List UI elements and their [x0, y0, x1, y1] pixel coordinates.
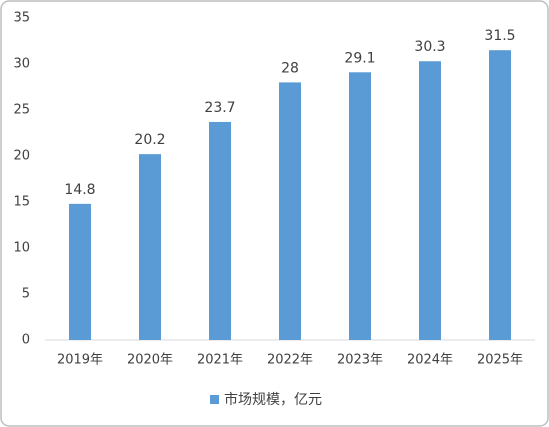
- bar: [349, 72, 371, 340]
- x-tick-label: 2019年: [57, 353, 103, 368]
- bar: [279, 82, 301, 341]
- bar: [69, 203, 91, 340]
- y-tick-label: 20: [13, 149, 30, 164]
- x-tick-label: 2023年: [337, 353, 383, 368]
- data-label: 29.1: [344, 50, 375, 66]
- bar: [209, 121, 231, 341]
- y-tick-label: 35: [13, 11, 30, 26]
- x-tick-label: 2024年: [407, 353, 453, 368]
- legend-swatch: [210, 395, 219, 404]
- x-tick-label: 2022年: [267, 353, 313, 368]
- data-label: 31.5: [484, 28, 515, 44]
- y-tick-label: 5: [22, 287, 30, 302]
- y-tick-label: 15: [13, 195, 30, 210]
- data-label: 28: [281, 60, 299, 76]
- data-label: 14.8: [64, 182, 95, 198]
- y-tick-label: 25: [13, 103, 30, 118]
- y-tick-label: 0: [22, 333, 30, 348]
- data-label: 23.7: [204, 100, 235, 116]
- bar: [489, 50, 511, 340]
- x-tick-label: 2025年: [477, 353, 523, 368]
- legend-label: 市场规模，亿元: [224, 391, 322, 408]
- x-tick-label: 2021年: [197, 353, 243, 368]
- bar: [139, 154, 161, 340]
- y-tick-label: 30: [13, 57, 30, 72]
- bar: [419, 61, 441, 341]
- x-tick-label: 2020年: [127, 353, 173, 368]
- y-tick-label: 10: [13, 241, 30, 256]
- data-label: 30.3: [414, 39, 445, 55]
- data-label: 20.2: [134, 132, 165, 148]
